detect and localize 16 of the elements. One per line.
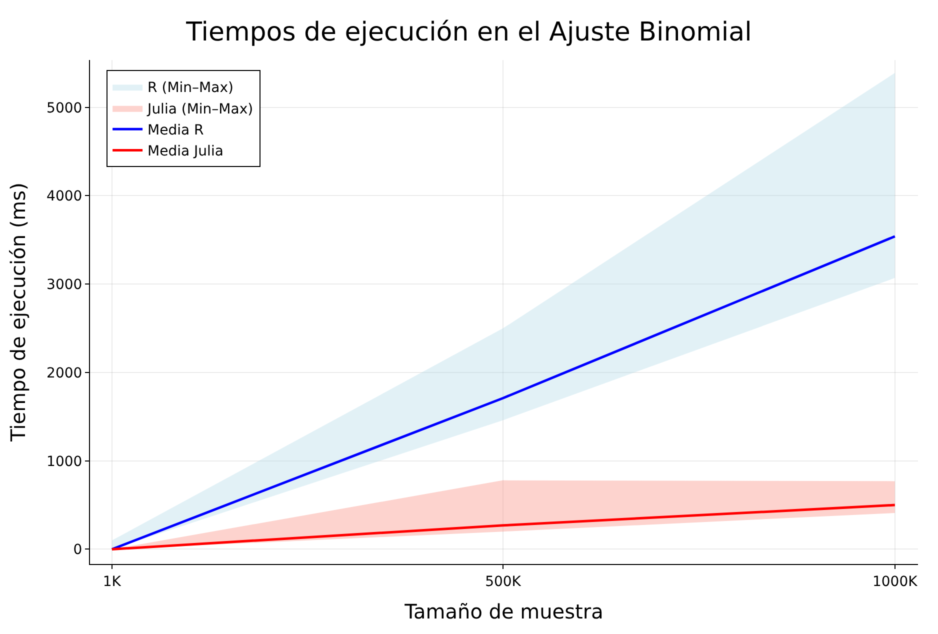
x-axis-title: Tamaño de muestra	[404, 599, 604, 624]
legend-label: Media Julia	[148, 144, 224, 160]
x-tick-label: 500K	[485, 574, 522, 590]
y-tick-label: 5000	[46, 100, 82, 116]
x-tick-label: 1000K	[872, 574, 918, 590]
y-tick-label: 2000	[46, 365, 82, 382]
y-tick-label: 1000	[46, 454, 82, 470]
y-tick-label: 4000	[46, 188, 82, 205]
legend-label: Media R	[148, 122, 204, 139]
y-axis-title: Tiempo de ejecución (ms)	[6, 182, 30, 442]
legend-label: Julia (Min–Max)	[146, 101, 254, 118]
x-tick-label: 1K	[102, 574, 122, 590]
y-tick-label: 3000	[46, 277, 82, 294]
y-tick-label: 0	[73, 542, 82, 558]
chart-title: Tiempos de ejecución en el Ajuste Binomial	[185, 17, 752, 48]
legend-label: R (Min–Max)	[148, 80, 234, 96]
